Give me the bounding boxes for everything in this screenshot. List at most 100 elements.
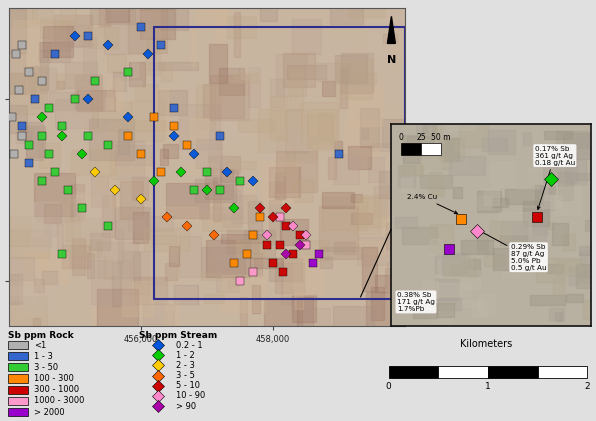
Bar bbox=[83, 37, 96, 81]
Bar bbox=[24, 252, 68, 284]
Bar bbox=[579, 271, 595, 282]
Bar bbox=[16, 131, 31, 143]
Bar bbox=[26, 272, 36, 304]
Bar bbox=[163, 144, 178, 158]
Polygon shape bbox=[387, 16, 395, 43]
Bar bbox=[263, 298, 302, 329]
Bar bbox=[135, 277, 167, 304]
Text: 100 - 300: 100 - 300 bbox=[34, 374, 74, 383]
Bar bbox=[330, 0, 364, 24]
Bar bbox=[423, 125, 436, 138]
Bar bbox=[374, 186, 415, 217]
Bar bbox=[8, 352, 28, 360]
Bar bbox=[295, 292, 303, 309]
Bar bbox=[488, 365, 538, 378]
Bar bbox=[284, 256, 323, 295]
Bar bbox=[228, 229, 258, 253]
Bar bbox=[7, 52, 24, 94]
Bar bbox=[191, 119, 208, 152]
Bar bbox=[166, 184, 196, 216]
Bar bbox=[107, 78, 122, 109]
Bar bbox=[131, 101, 164, 141]
Bar bbox=[520, 290, 536, 304]
Bar bbox=[576, 264, 595, 288]
Bar bbox=[316, 63, 350, 81]
Bar bbox=[32, 202, 58, 237]
Bar bbox=[165, 263, 177, 280]
Bar bbox=[555, 312, 561, 322]
Bar bbox=[4, 125, 41, 165]
Bar bbox=[34, 279, 44, 292]
Text: 5 - 10: 5 - 10 bbox=[176, 381, 200, 390]
Bar bbox=[368, 157, 384, 182]
Bar bbox=[104, 256, 113, 280]
Bar bbox=[335, 254, 341, 267]
Bar bbox=[269, 200, 281, 244]
Bar bbox=[219, 68, 244, 95]
Bar bbox=[511, 240, 526, 249]
Bar bbox=[532, 303, 558, 326]
Bar bbox=[30, 204, 69, 248]
Bar bbox=[547, 264, 563, 273]
Bar bbox=[493, 248, 526, 270]
Bar bbox=[319, 112, 333, 140]
Bar bbox=[87, 253, 94, 278]
Bar bbox=[580, 250, 596, 277]
Bar bbox=[356, 240, 385, 254]
Text: 0.38% Sb
171 g/t Ag
1.7%Pb: 0.38% Sb 171 g/t Ag 1.7%Pb bbox=[397, 292, 435, 312]
Bar bbox=[349, 7, 385, 17]
Bar bbox=[395, 157, 411, 197]
Bar bbox=[107, 54, 126, 72]
Bar bbox=[210, 75, 249, 120]
Bar bbox=[28, 67, 56, 91]
Bar bbox=[65, 62, 97, 88]
Bar bbox=[334, 55, 367, 83]
Bar bbox=[454, 158, 465, 171]
Bar bbox=[367, 35, 389, 72]
Bar bbox=[0, 10, 37, 26]
Bar bbox=[293, 240, 328, 261]
Bar bbox=[67, 85, 89, 128]
Bar bbox=[379, 171, 392, 198]
Bar bbox=[248, 201, 262, 231]
Bar bbox=[320, 257, 333, 268]
Bar bbox=[61, 245, 90, 268]
Bar bbox=[42, 271, 57, 284]
Bar bbox=[74, 75, 101, 109]
Bar bbox=[54, 15, 92, 46]
Bar bbox=[492, 198, 508, 207]
Bar bbox=[567, 258, 581, 272]
Bar bbox=[379, 181, 418, 218]
Bar bbox=[109, 124, 117, 150]
Bar bbox=[55, 99, 98, 128]
Bar bbox=[57, 81, 64, 89]
Bar bbox=[435, 254, 468, 273]
Bar bbox=[472, 303, 486, 315]
Bar bbox=[538, 365, 587, 378]
Bar bbox=[277, 137, 294, 175]
Bar bbox=[40, 51, 48, 90]
Bar bbox=[120, 251, 148, 294]
Bar bbox=[207, 133, 236, 143]
Text: 2: 2 bbox=[584, 382, 590, 391]
Bar bbox=[569, 266, 578, 285]
Bar bbox=[276, 54, 306, 96]
Bar bbox=[575, 187, 596, 197]
Bar bbox=[291, 19, 321, 53]
Bar bbox=[544, 117, 552, 126]
Bar bbox=[26, 126, 45, 157]
Bar bbox=[366, 293, 400, 335]
Bar bbox=[223, 185, 242, 226]
Bar bbox=[263, 140, 283, 180]
Bar bbox=[289, 69, 303, 109]
Bar bbox=[500, 221, 527, 245]
Bar bbox=[91, 308, 134, 335]
Bar bbox=[73, 238, 85, 274]
Bar bbox=[351, 194, 362, 202]
Bar bbox=[459, 125, 488, 147]
Bar bbox=[300, 308, 330, 337]
Bar bbox=[116, 80, 141, 97]
Bar bbox=[269, 167, 300, 197]
Bar bbox=[216, 256, 238, 292]
Bar bbox=[539, 195, 561, 208]
